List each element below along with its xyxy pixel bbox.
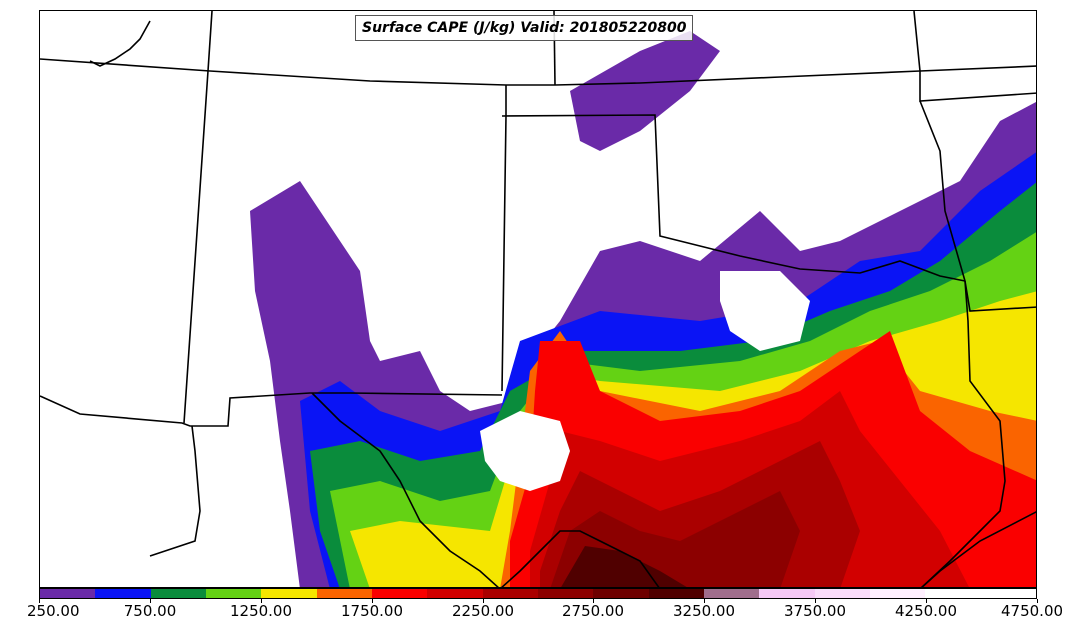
border-line [183, 11, 213, 424]
colorbar-tick [372, 599, 373, 603]
cape-region-darkred-4 [561, 546, 687, 587]
colorbar-tick-label: 250.00 [27, 602, 80, 620]
colorbar-tick-label: 750.00 [123, 602, 177, 620]
state-boundaries [40, 11, 1036, 587]
border-line [919, 100, 1036, 312]
colorbar-swatch [980, 589, 1036, 598]
colorbar-tick [150, 599, 151, 603]
colorbar-swatch [40, 589, 96, 598]
colorbar-tick-label: 2750.00 [561, 602, 625, 620]
colorbar-swatch [814, 589, 870, 598]
colorbar-tick-label: 2250.00 [451, 602, 515, 620]
colorbar-swatch [759, 589, 815, 598]
colorbar-tick-label: 1750.00 [340, 602, 404, 620]
border-line [40, 58, 1036, 86]
colorbar-swatch [205, 589, 262, 598]
colorbar-tick [261, 599, 262, 603]
border-line [40, 392, 503, 427]
map-title: Surface CAPE (J/kg) Valid: 201805220800 [355, 15, 694, 41]
colorbar-swatch [427, 589, 483, 598]
colorbar-swatch [593, 589, 649, 598]
map-panel [39, 10, 1037, 588]
border-line [311, 392, 499, 587]
colorbar-tick-label: 1250.00 [229, 602, 293, 620]
border-line [501, 85, 507, 392]
colorbar-tick [926, 599, 927, 603]
colorbar-tick [1037, 599, 1038, 603]
colorbar-swatch [482, 589, 538, 598]
colorbar-tick-label: 3250.00 [672, 602, 736, 620]
cape-region-north-low [570, 31, 720, 151]
colorbar-swatch [261, 589, 317, 598]
colorbar-tick [483, 599, 484, 603]
coastline [921, 511, 1036, 587]
colorbar-swatch [316, 589, 372, 598]
colorbar-tick [815, 599, 816, 603]
cape-colorbar [39, 588, 1037, 599]
border-line [913, 11, 1036, 102]
colorbar-tick [593, 599, 594, 603]
colorbar-swatch [150, 589, 206, 598]
colorbar-swatch [648, 589, 704, 598]
border-line [920, 280, 1006, 587]
colorbar-swatch [371, 589, 428, 598]
border-line [501, 114, 966, 282]
colorbar-swatch [925, 589, 981, 598]
colorbar-tick-label: 3750.00 [783, 602, 847, 620]
coastline [501, 530, 660, 587]
colorbar-tick [39, 599, 40, 603]
colorbar-swatch [95, 589, 151, 598]
colorbar-tick-label: 4750.00 [1001, 602, 1064, 620]
no-cape-area [480, 411, 570, 491]
no-cape-area-north [720, 271, 810, 351]
border-line [149, 425, 201, 557]
coastline [89, 20, 151, 67]
colorbar-swatch [869, 589, 926, 598]
cape-shading [250, 31, 1036, 587]
colorbar-swatch [703, 589, 760, 598]
cape-map [40, 11, 1036, 587]
colorbar-tick [704, 599, 705, 603]
colorbar-tick-label: 4250.00 [894, 602, 958, 620]
colorbar-swatch [537, 589, 594, 598]
